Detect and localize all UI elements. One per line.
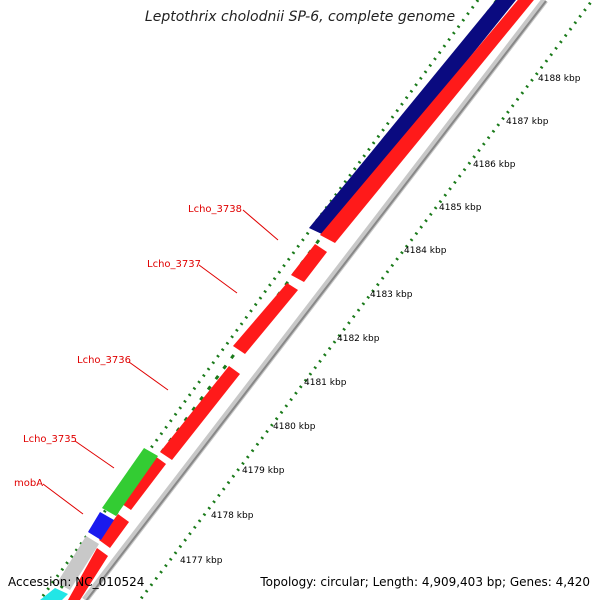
tick-label: 4182 kbp: [337, 334, 380, 344]
label-leaders: [42, 209, 279, 515]
tick-label: 4186 kbp: [473, 160, 516, 170]
gene-label[interactable]: Lcho_3736: [77, 355, 131, 366]
tick-label: 4179 kbp: [242, 466, 285, 476]
gene-green[interactable]: [102, 448, 158, 516]
outer-dotted-ring: [138, 0, 595, 600]
tick-label: 4178 kbp: [211, 511, 254, 521]
tick-label: 4177 kbp: [180, 556, 223, 566]
tick-label: 4183 kbp: [370, 290, 413, 300]
gene-reverse-strand[interactable]: [309, 0, 520, 236]
gene-forward-lcho3739[interactable]: [320, 0, 538, 243]
tick-label: 4185 kbp: [439, 203, 482, 213]
tick-label: 4181 kbp: [304, 378, 347, 388]
backbone: [82, 0, 548, 600]
gene-lcho3738[interactable]: [291, 244, 327, 282]
gene-label[interactable]: Lcho_3735: [23, 434, 77, 445]
gene-lcho3737[interactable]: [233, 283, 298, 354]
tick-label: 4188 kbp: [538, 74, 581, 84]
gene-cyan[interactable]: [40, 588, 68, 600]
gene-lcho3736[interactable]: [160, 366, 240, 460]
accession-label: Accession: NC_010524: [8, 575, 145, 589]
genome-title: Leptothrix cholodnii SP-6, complete geno…: [144, 9, 456, 25]
gene-label[interactable]: Lcho_3737: [147, 259, 201, 270]
tick-label: 4180 kbp: [273, 422, 316, 432]
tick-labels: 4188 kbp 4187 kbp 4186 kbp 4185 kbp 4184 kbp…: [180, 74, 581, 566]
gene-gray[interactable]: [57, 536, 99, 590]
gene-label[interactable]: mobA: [14, 478, 43, 489]
gene-labels: Lcho_3738 Lcho_3737 Lcho_3736 Lcho_3735 mobA: [14, 204, 242, 489]
gene-label[interactable]: Lcho_3738: [188, 204, 242, 215]
genome-summary: Topology: circular; Length: 4,909,403 bp…: [260, 575, 590, 589]
tick-label: 4187 kbp: [506, 117, 549, 127]
gene-red-lower-1[interactable]: [99, 514, 129, 548]
gene-red-lower-2[interactable]: [68, 548, 108, 600]
gene-blue[interactable]: [88, 512, 114, 540]
gene-lcho3735-red[interactable]: [119, 456, 166, 510]
tick-label: 4184 kbp: [404, 246, 447, 256]
